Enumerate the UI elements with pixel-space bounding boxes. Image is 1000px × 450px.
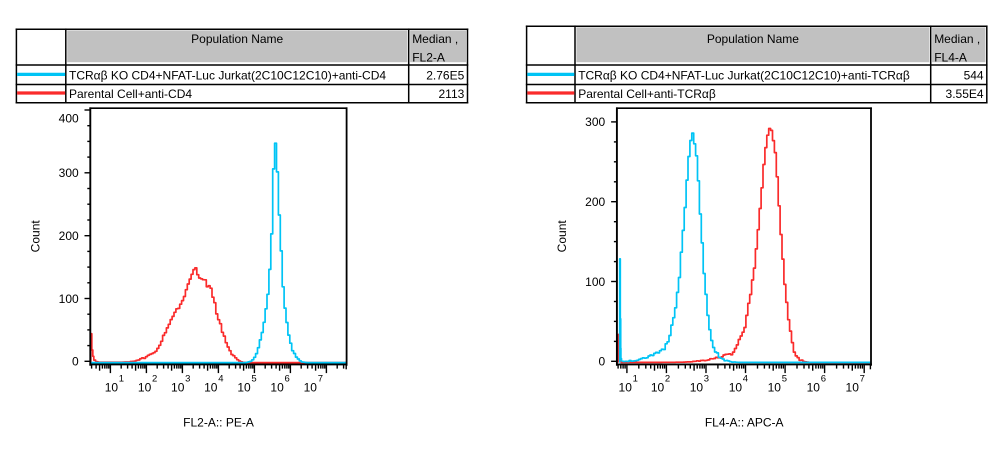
svg-text:10: 10 xyxy=(138,380,152,394)
svg-text:544: 544 xyxy=(964,68,984,82)
svg-text:10: 10 xyxy=(729,380,743,394)
svg-text:300: 300 xyxy=(585,115,605,129)
svg-text:400: 400 xyxy=(59,112,79,126)
svg-text:10: 10 xyxy=(171,380,185,394)
svg-text:Median ,: Median , xyxy=(934,32,980,46)
svg-text:5: 5 xyxy=(782,374,787,385)
svg-text:4: 4 xyxy=(218,374,223,385)
svg-text:6: 6 xyxy=(285,374,290,385)
svg-text:FL4-A:: APC-A: FL4-A:: APC-A xyxy=(705,416,784,430)
svg-text:2113: 2113 xyxy=(438,87,464,101)
svg-text:300: 300 xyxy=(59,166,79,180)
svg-text:10: 10 xyxy=(204,380,218,394)
svg-text:10: 10 xyxy=(105,380,119,394)
svg-text:1: 1 xyxy=(119,374,124,385)
svg-text:100: 100 xyxy=(59,292,79,306)
svg-text:200: 200 xyxy=(585,195,605,209)
svg-text:FL2-A: FL2-A xyxy=(412,50,445,64)
svg-text:10: 10 xyxy=(651,380,665,394)
svg-text:Population Name: Population Name xyxy=(191,32,283,46)
svg-text:10: 10 xyxy=(619,380,633,394)
svg-text:10: 10 xyxy=(237,380,251,394)
svg-text:Median ,: Median , xyxy=(412,32,458,46)
svg-text:Count: Count xyxy=(29,220,43,253)
svg-text:7: 7 xyxy=(318,374,323,385)
svg-text:0: 0 xyxy=(599,355,606,369)
svg-text:TCRαβ KO CD4+NFAT-Luc Jurkat(2: TCRαβ KO CD4+NFAT-Luc Jurkat(2C10C12C10)… xyxy=(69,68,386,82)
svg-text:2.76E5: 2.76E5 xyxy=(426,68,464,82)
svg-text:10: 10 xyxy=(807,380,821,394)
svg-text:3: 3 xyxy=(185,374,190,385)
svg-text:100: 100 xyxy=(585,275,605,289)
svg-text:Parental Cell+anti-CD4: Parental Cell+anti-CD4 xyxy=(69,87,192,101)
svg-text:10: 10 xyxy=(304,380,318,394)
svg-text:10: 10 xyxy=(846,380,860,394)
svg-text:2: 2 xyxy=(152,374,157,385)
svg-text:7: 7 xyxy=(860,374,865,385)
svg-text:TCRαβ KO CD4+NFAT-Luc Jurkat(2: TCRαβ KO CD4+NFAT-Luc Jurkat(2C10C12C10)… xyxy=(578,68,910,82)
svg-text:10: 10 xyxy=(690,380,704,394)
svg-text:0: 0 xyxy=(72,355,79,369)
svg-text:5: 5 xyxy=(251,374,256,385)
svg-text:10: 10 xyxy=(768,380,782,394)
svg-text:10: 10 xyxy=(270,380,284,394)
svg-text:4: 4 xyxy=(743,374,748,385)
svg-text:2: 2 xyxy=(665,374,670,385)
svg-text:3: 3 xyxy=(704,374,709,385)
svg-text:200: 200 xyxy=(59,229,79,243)
svg-text:1: 1 xyxy=(633,374,638,385)
svg-text:Parental Cell+anti-TCRαβ: Parental Cell+anti-TCRαβ xyxy=(578,87,716,101)
svg-text:FL2-A:: PE-A: FL2-A:: PE-A xyxy=(183,416,254,430)
svg-text:Count: Count xyxy=(555,220,569,253)
svg-text:6: 6 xyxy=(821,374,826,385)
svg-text:FL4-A: FL4-A xyxy=(934,50,967,64)
svg-text:Population Name: Population Name xyxy=(707,32,799,46)
svg-text:3.55E4: 3.55E4 xyxy=(946,87,984,101)
